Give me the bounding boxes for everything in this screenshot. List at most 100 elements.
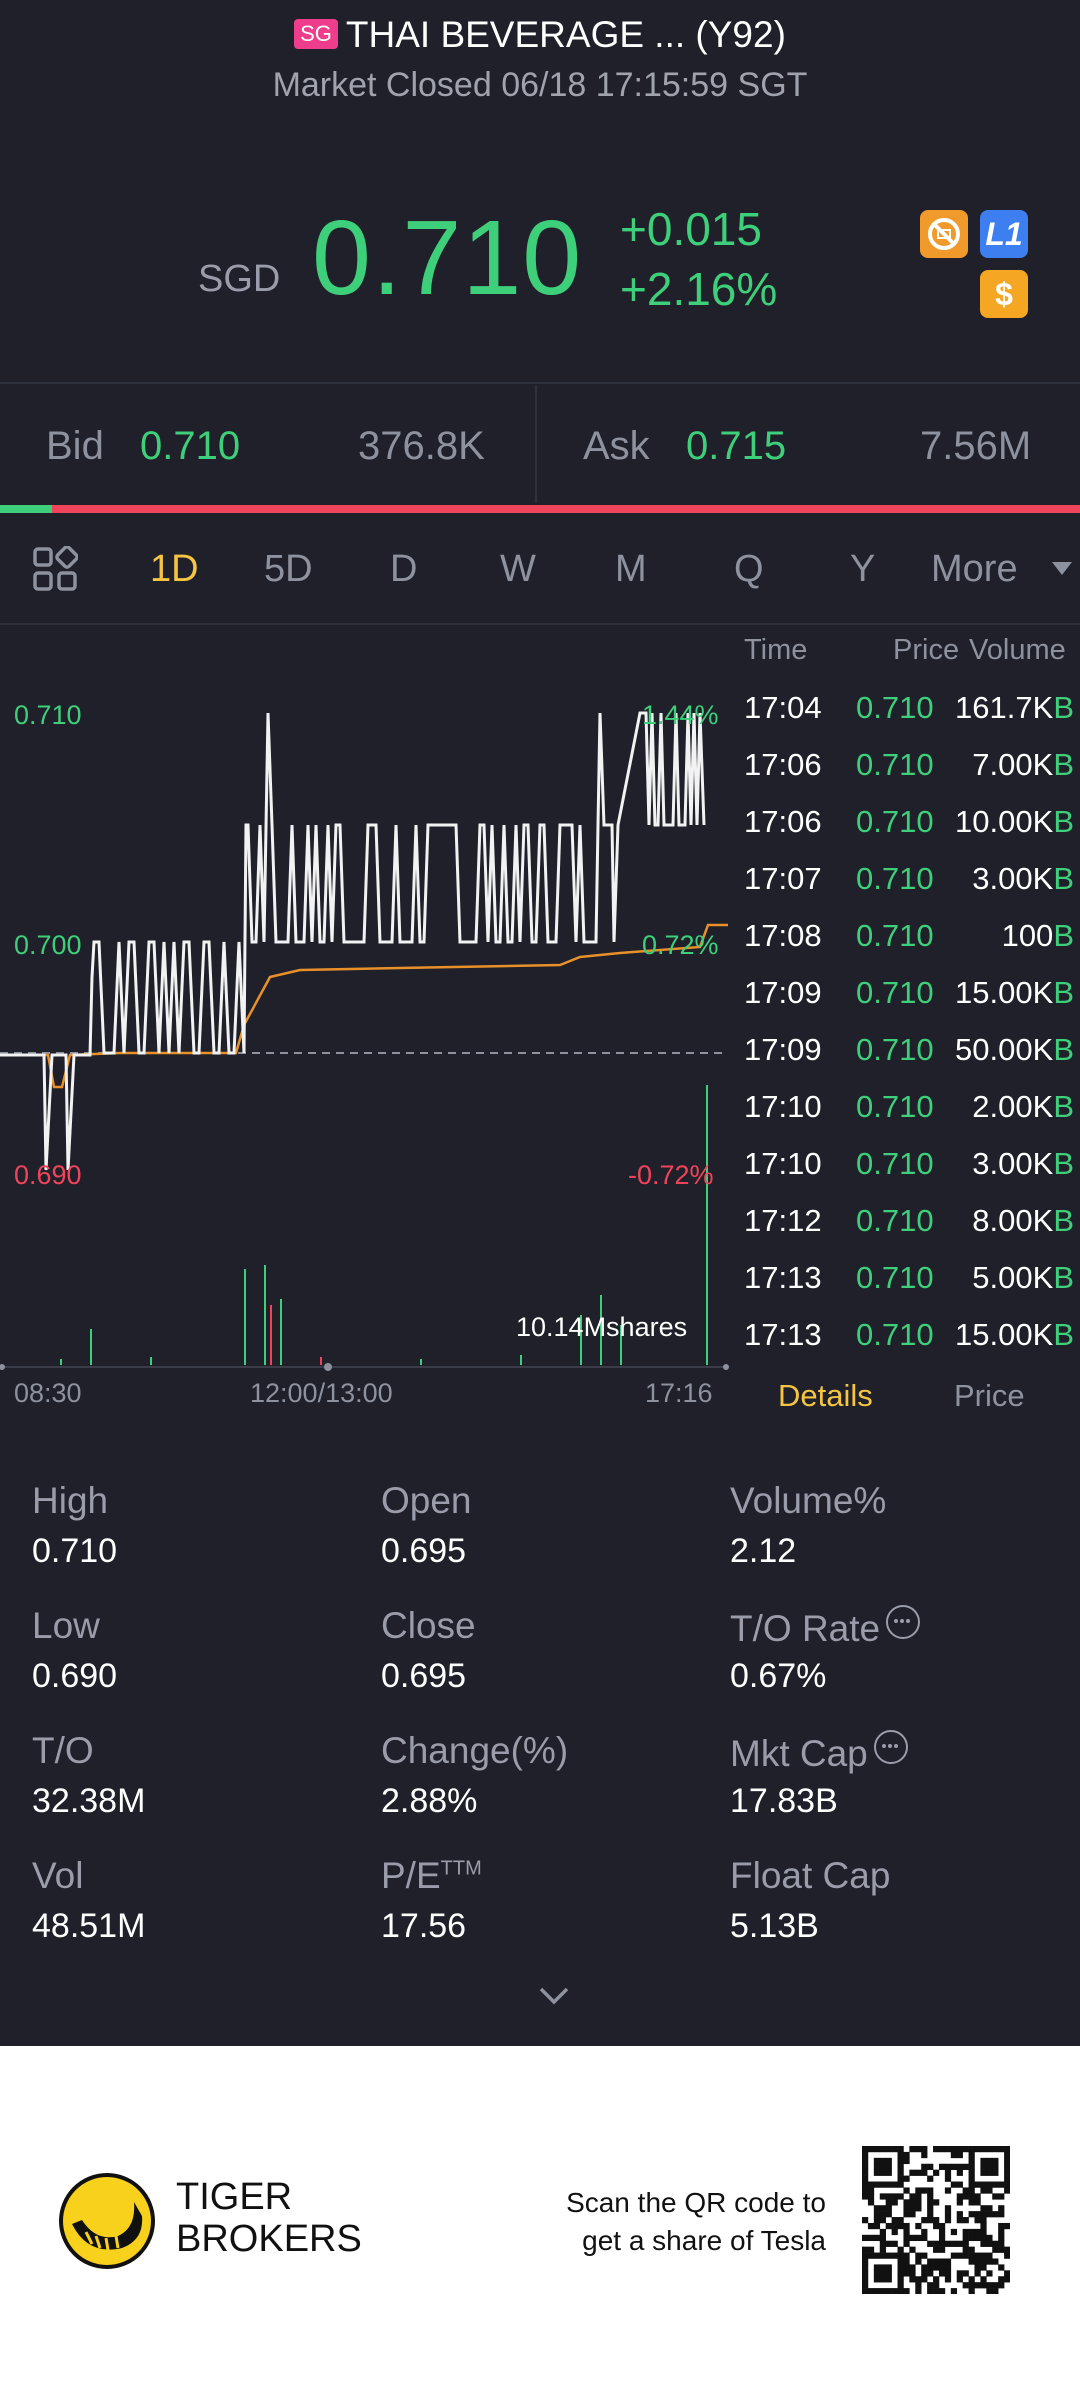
stat-volpct-label: Volume% (730, 1480, 887, 1521)
tick-price: 0.710 (856, 747, 934, 782)
stat-pe-label: P/ETTM (381, 1855, 482, 1896)
volume-bar (620, 1325, 622, 1365)
volume-bar (706, 1085, 708, 1365)
tick-header-price: Price (893, 634, 960, 666)
chevron-down-icon[interactable] (1052, 562, 1072, 576)
tick-row: 17:10 0.710 3.00KB (744, 1146, 1074, 1186)
tick-time: 17:07 (744, 861, 822, 896)
promo-footer: TIGER BROKERS Scan the QR code to get a … (0, 2046, 1080, 2393)
tick-price: 0.710 (856, 1089, 934, 1124)
stat-torate-label: T/O Rate (730, 1605, 921, 1650)
pct-axis-low: -0.72% (628, 1160, 714, 1190)
tick-time: 17:10 (744, 1146, 822, 1181)
tick-time: 17:13 (744, 1260, 822, 1295)
volume-bar (320, 1357, 322, 1365)
stat-torate-value: 0.67% (730, 1657, 827, 1695)
tick-price: 0.710 (856, 690, 934, 725)
tick-side: B (1053, 690, 1074, 725)
stat-low-label: Low (32, 1605, 100, 1646)
price-line (0, 711, 706, 1171)
pct-axis-mid: 0.72% (642, 930, 719, 960)
no-margin-icon[interactable] (920, 210, 968, 258)
y-axis-low: 0.690 (14, 1160, 82, 1190)
tick-side: B (1053, 1203, 1074, 1238)
stat-close-value: 0.695 (381, 1657, 467, 1695)
tick-row: 17:12 0.710 8.00KB (744, 1203, 1074, 1243)
dollar-badge[interactable]: $ (980, 270, 1028, 318)
tick-price: 0.710 (856, 918, 934, 953)
y-axis-mid: 0.700 (14, 930, 82, 960)
tick-row: 17:04 0.710 161.7KB (744, 690, 1074, 730)
tick-row: 17:13 0.710 15.00KB (744, 1317, 1074, 1357)
bid-ask-separator (535, 385, 537, 503)
brand-name: TIGER BROKERS (176, 2176, 362, 2260)
more-info-icon[interactable] (873, 1730, 908, 1764)
stat-vol-value: 48.51M (32, 1907, 146, 1945)
ask-label: Ask (583, 424, 650, 468)
tick-volume: 50.00KB (955, 1032, 1074, 1067)
tab-details[interactable]: Details (778, 1378, 873, 1413)
tick-row: 17:09 0.710 15.00KB (744, 975, 1074, 1015)
stat-to-label: T/O (32, 1730, 94, 1771)
bid-ask-panel[interactable]: Bid 0.710 376.8K Ask 0.715 7.56M (0, 384, 1080, 504)
chart-layout-icon[interactable] (32, 545, 79, 597)
price-change: +0.015 (620, 203, 762, 255)
tick-side: B (1053, 975, 1074, 1010)
y-axis-high: 0.710 (14, 700, 82, 730)
tab-5d[interactable]: 5D (264, 548, 313, 590)
intraday-chart[interactable] (0, 625, 735, 1385)
tab-w[interactable]: W (500, 548, 536, 590)
volume-bar (520, 1355, 522, 1365)
tab-m[interactable]: M (615, 548, 647, 590)
stat-vol-label: Vol (32, 1855, 84, 1896)
stat-high-label: High (32, 1480, 109, 1521)
tick-volume: 3.00KB (972, 861, 1074, 896)
tick-header-volume: Volume (969, 634, 1066, 666)
x-axis-start: 08:30 (14, 1378, 82, 1408)
stat-to-value: 32.38M (32, 1782, 146, 1820)
market-badge: SG (294, 19, 338, 49)
stat-mktcap-label: Mkt Cap (730, 1730, 908, 1775)
tick-volume: 100B (1001, 918, 1074, 953)
tick-volume: 8.00KB (972, 1203, 1074, 1238)
tab-more[interactable]: More (931, 548, 1018, 590)
bid-label: Bid (46, 424, 104, 468)
tab-price[interactable]: Price (954, 1378, 1025, 1413)
volume-bar (150, 1357, 152, 1365)
tick-price: 0.710 (856, 1317, 934, 1352)
tab-y[interactable]: Y (850, 548, 876, 590)
tick-time: 17:09 (744, 975, 822, 1010)
tick-row: 17:06 0.710 10.00KB (744, 804, 1074, 844)
stat-changepct-label: Change(%) (381, 1730, 569, 1771)
volume-bar (90, 1329, 92, 1365)
stat-low-value: 0.690 (32, 1657, 118, 1695)
ask-size: 7.56M (920, 424, 1032, 468)
tab-q[interactable]: Q (734, 548, 764, 590)
expand-chevron-icon[interactable] (538, 1986, 570, 2006)
tick-time: 17:04 (744, 690, 822, 725)
x-axis-end: 17:16 (645, 1378, 713, 1408)
tick-row: 17:08 0.710 100B (744, 918, 1074, 958)
tick-price: 0.710 (856, 861, 934, 896)
more-info-icon[interactable] (886, 1605, 921, 1639)
stat-mktcap-value: 17.83B (730, 1782, 838, 1820)
tick-side: B (1053, 1260, 1074, 1295)
tick-volume: 7.00KB (972, 747, 1074, 782)
level1-badge[interactable]: L1 (980, 210, 1028, 258)
divider (0, 382, 1080, 384)
tick-side: B (1053, 1146, 1074, 1181)
tab-1d[interactable]: 1D (150, 548, 199, 590)
tab-d[interactable]: D (390, 548, 418, 590)
bid-ratio-fill (0, 505, 52, 513)
tick-time: 17:06 (744, 804, 822, 839)
volume-bar (600, 1295, 602, 1365)
x-axis-mid: 12:00/13:00 (250, 1378, 393, 1408)
tick-side: B (1053, 861, 1074, 896)
bid-ask-ratio-bar (0, 505, 1080, 513)
volume-bar (420, 1359, 422, 1365)
tick-volume: 10.00KB (955, 804, 1074, 839)
stat-close-label: Close (381, 1605, 476, 1646)
volume-bar (280, 1299, 282, 1365)
tick-price: 0.710 (856, 1260, 934, 1295)
tick-time: 17:08 (744, 918, 822, 953)
